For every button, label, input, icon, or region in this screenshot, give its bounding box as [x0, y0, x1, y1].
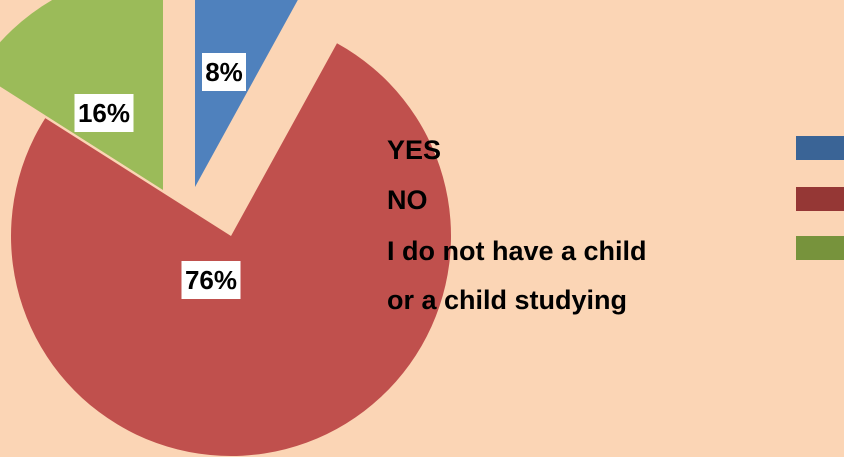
pie-label-box-no: [181, 261, 241, 299]
legend-swatch-no: [796, 187, 844, 211]
legend-entry-no-child-line2: or a child studying: [387, 285, 627, 315]
pie-label-box-no-child: [74, 94, 134, 132]
legend-entry-yes: YES: [387, 135, 441, 165]
legend-swatch-yes: [796, 136, 844, 160]
pie-labels: 8% 76% 16%: [74, 53, 246, 299]
legend-entry-no: NO: [387, 185, 428, 215]
pie-label-yes: 8%: [205, 57, 243, 87]
pie-slice-no: [11, 43, 452, 456]
legend-entry-no-child-line1: I do not have a child: [387, 236, 647, 266]
pie-label-box-yes: [202, 53, 246, 91]
pie-label-no: 76%: [185, 265, 237, 295]
pie-label-no-child: 16%: [78, 98, 130, 128]
pie-slice-yes: [195, 0, 298, 187]
legend-swatch-no-child: [796, 236, 844, 260]
legend: YES NO I do not have a child or a child …: [387, 135, 844, 315]
